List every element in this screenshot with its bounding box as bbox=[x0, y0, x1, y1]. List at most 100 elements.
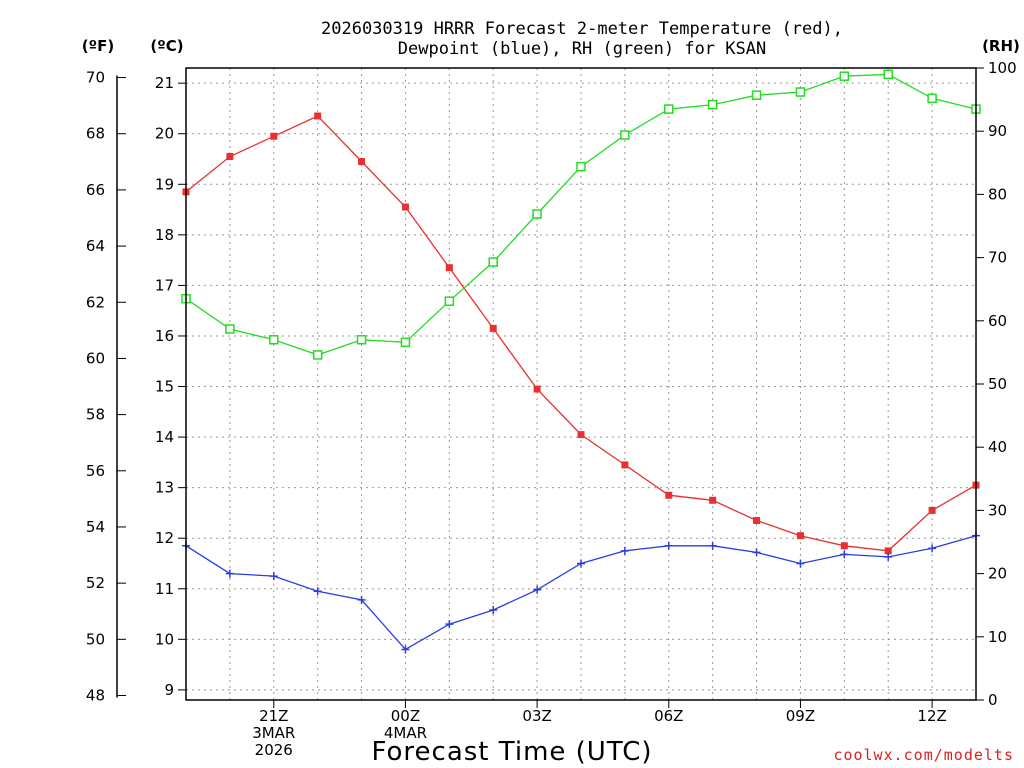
dewpoint-point bbox=[620, 546, 629, 555]
rh-point bbox=[356, 335, 367, 345]
celsius-tick-label: 14 bbox=[155, 428, 174, 446]
temperature-point bbox=[445, 264, 453, 272]
celsius-tick-label: 21 bbox=[155, 74, 174, 92]
dewpoint-point bbox=[884, 552, 893, 561]
fahrenheit-tick-label: 50 bbox=[86, 630, 105, 648]
dewpoint-point bbox=[533, 585, 542, 594]
dewpoint-point bbox=[269, 572, 278, 581]
fahrenheit-tick-label: 48 bbox=[86, 687, 105, 705]
x-tick-label: 12Z bbox=[917, 707, 946, 725]
dewpoint-point bbox=[489, 606, 498, 615]
chart-title-line2: Dewpoint (blue), RH (green) for KSAN bbox=[398, 39, 766, 59]
celsius-tick-label: 13 bbox=[155, 479, 174, 497]
rh-point bbox=[400, 337, 411, 348]
rh-point bbox=[269, 335, 279, 345]
x-tick-label: 2026 bbox=[255, 741, 293, 759]
rh-point bbox=[532, 209, 542, 219]
fahrenheit-tick-label: 56 bbox=[86, 462, 105, 480]
series-layer bbox=[181, 69, 981, 654]
rh-tick-label: 100 bbox=[988, 59, 1017, 77]
temperature-point bbox=[796, 532, 804, 540]
rh-point bbox=[751, 90, 762, 100]
fahrenheit-tick-label: 60 bbox=[86, 349, 105, 367]
temperature-point bbox=[577, 431, 585, 439]
fahrenheit-tick-label: 58 bbox=[86, 406, 105, 424]
celsius-tick-label: 9 bbox=[164, 681, 174, 699]
rh-point bbox=[488, 257, 498, 267]
x-tick-label: 03Z bbox=[522, 707, 551, 725]
celsius-tick-label: 10 bbox=[155, 630, 174, 648]
dewpoint-point bbox=[840, 550, 849, 559]
rh-tick-label: 0 bbox=[988, 691, 998, 709]
temperature-point bbox=[358, 158, 366, 166]
dewpoint-point bbox=[928, 544, 937, 553]
celsius-unit-label: (ºC) bbox=[150, 37, 183, 55]
temperature-point bbox=[709, 496, 717, 504]
rh-point bbox=[312, 350, 323, 360]
fahrenheit-tick-label: 66 bbox=[86, 181, 105, 199]
dewpoint-point bbox=[445, 620, 454, 629]
rh-tick-label: 80 bbox=[988, 185, 1007, 203]
temperature-point bbox=[928, 506, 936, 514]
rh-point bbox=[620, 130, 630, 140]
x-tick-label: 4MAR bbox=[384, 724, 427, 742]
celsius-tick-label: 20 bbox=[155, 125, 174, 143]
left-axis: 9 10 11 12 13 14 15 16 17 18 19 20 21 48 50 52 54 56 58 60 6… bbox=[86, 69, 186, 705]
rh-point bbox=[707, 99, 718, 110]
dewpoint-point bbox=[796, 559, 805, 568]
rh-point bbox=[444, 296, 455, 306]
temperature-point bbox=[533, 385, 541, 393]
x-tick-label: 09Z bbox=[786, 707, 815, 725]
rh-tick-label: 70 bbox=[988, 249, 1007, 267]
rh-unit-label: (RH) bbox=[982, 37, 1020, 55]
celsius-tick-label: 11 bbox=[155, 580, 174, 598]
fahrenheit-tick-label: 70 bbox=[86, 69, 105, 87]
temperature-point bbox=[489, 324, 497, 332]
x-tick-label: 06Z bbox=[654, 707, 683, 725]
rh-tick-label: 20 bbox=[988, 565, 1007, 583]
dewpoint-point bbox=[313, 587, 322, 596]
fahrenheit-tick-label: 54 bbox=[86, 518, 105, 536]
x-tick-label: 00Z bbox=[391, 707, 420, 725]
celsius-tick-label: 19 bbox=[155, 175, 174, 193]
temperature-point bbox=[840, 542, 848, 550]
celsius-tick-label: 17 bbox=[155, 276, 174, 294]
credit-text: coolwx.com/modelts bbox=[833, 746, 1014, 764]
chart-title-line1: 2026030319 HRRR Forecast 2-meter Tempera… bbox=[321, 19, 843, 39]
celsius-tick-label: 18 bbox=[155, 226, 174, 244]
rh-point bbox=[576, 161, 586, 172]
dewpoint-point bbox=[577, 559, 585, 568]
dewpoint-point bbox=[664, 541, 673, 550]
celsius-tick-label: 16 bbox=[155, 327, 174, 345]
celsius-tick-label: 15 bbox=[155, 378, 174, 396]
fahrenheit-tick-label: 68 bbox=[86, 125, 105, 143]
rh-point bbox=[795, 87, 806, 97]
dewpoint-point bbox=[357, 595, 366, 604]
x-tick-label: 21Z bbox=[259, 707, 288, 725]
rh-point bbox=[839, 71, 850, 81]
temperature-point bbox=[226, 152, 234, 160]
rh-tick-label: 30 bbox=[988, 501, 1007, 519]
temperature-point bbox=[884, 547, 892, 555]
temperature-point bbox=[665, 491, 673, 499]
right-axis: 0 10 20 30 40 50 60 70 80 90 100 bbox=[976, 59, 1017, 709]
plot-frame bbox=[185, 67, 977, 701]
temperature-point bbox=[314, 112, 322, 120]
temperature-point bbox=[753, 517, 761, 525]
fahrenheit-tick-label: 52 bbox=[86, 574, 105, 592]
temperature-point bbox=[401, 203, 409, 211]
rh-tick-label: 10 bbox=[988, 628, 1007, 646]
dewpoint-point bbox=[401, 645, 410, 654]
rh-tick-label: 40 bbox=[988, 438, 1007, 456]
rh-point bbox=[927, 93, 937, 104]
x-tick-label: 3MAR bbox=[252, 724, 295, 742]
rh-tick-label: 90 bbox=[988, 122, 1007, 140]
fahrenheit-tick-label: 64 bbox=[86, 237, 105, 255]
x-axis-label: Forecast Time (UTC) bbox=[371, 737, 652, 767]
rh-point bbox=[664, 104, 674, 114]
rh-point bbox=[225, 324, 235, 334]
temperature-point bbox=[621, 461, 629, 469]
temperature-point bbox=[270, 132, 278, 140]
celsius-tick-label: 12 bbox=[155, 529, 174, 547]
